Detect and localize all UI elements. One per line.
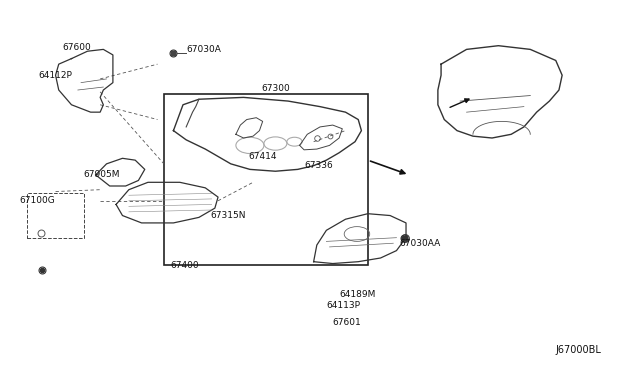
Text: 67601: 67601 [333, 318, 362, 327]
Text: 67905M: 67905M [83, 170, 120, 179]
Bar [27, 193, 84, 238]
Text: 67414: 67414 [248, 152, 277, 161]
Text: 67400: 67400 [170, 261, 199, 270]
Text: 64112P: 64112P [38, 71, 72, 80]
Text: 67600: 67600 [62, 43, 91, 52]
Bar [164, 94, 368, 265]
Text: 67300: 67300 [261, 84, 290, 93]
Text: 67030A: 67030A [186, 45, 221, 54]
Text: 67336: 67336 [304, 161, 333, 170]
Text: 67315N: 67315N [211, 211, 246, 220]
Text: 64113P: 64113P [326, 301, 360, 311]
Text: 67030AA: 67030AA [399, 239, 441, 248]
Text: J67000BL: J67000BL [556, 345, 602, 355]
Text: 64189M: 64189M [339, 291, 376, 299]
Text: 67100G: 67100G [19, 196, 55, 205]
